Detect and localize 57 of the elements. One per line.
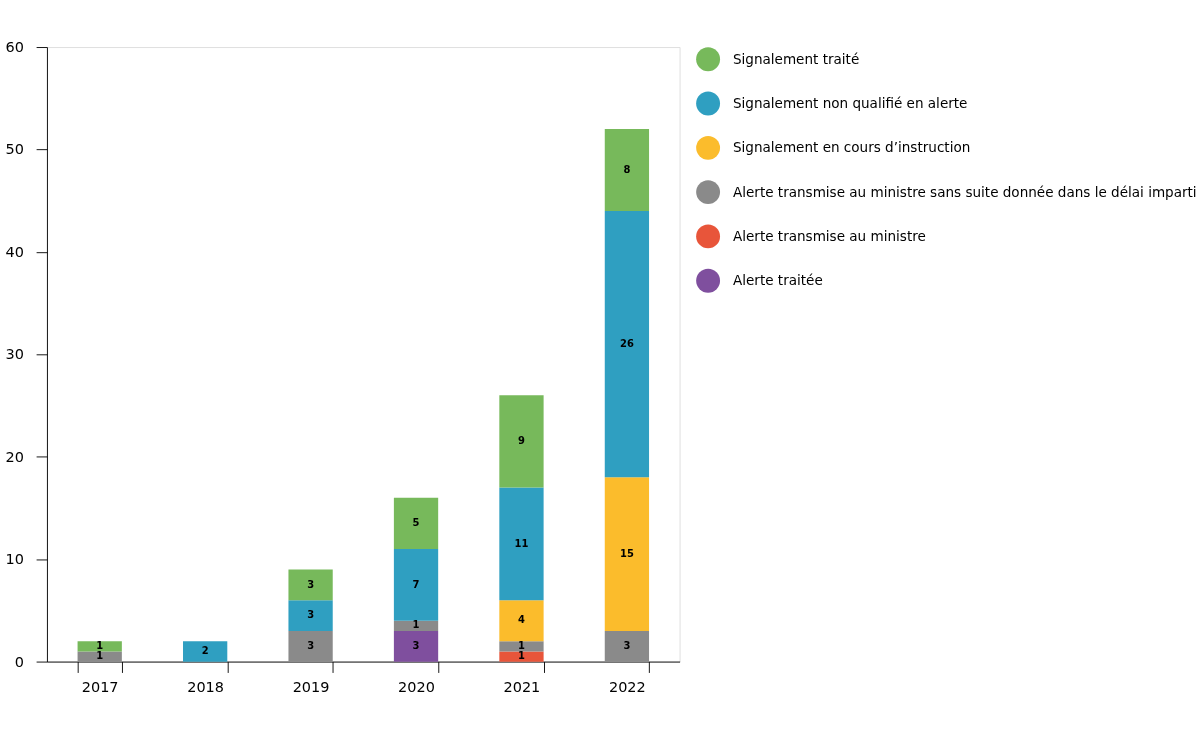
x-tick-label: 2021 — [503, 678, 541, 695]
bar — [393, 548, 439, 621]
legend-label: Signalement non qualifié en alerte — [732, 95, 968, 112]
bar — [288, 600, 333, 631]
data-label: 15 — [619, 547, 634, 559]
data-label: 1 — [96, 650, 104, 662]
data-label: 5 — [412, 517, 420, 529]
data-label: 7 — [412, 578, 420, 590]
y-tick-label: 30 — [5, 346, 24, 363]
data-label: 1 — [518, 650, 526, 662]
x-tick-label: 2022 — [608, 678, 646, 695]
bar — [77, 641, 122, 652]
bar — [604, 210, 650, 478]
data-label: 1 — [518, 639, 526, 651]
bar — [499, 487, 544, 601]
bar — [499, 600, 544, 642]
data-label: 1 — [96, 639, 104, 651]
bar — [393, 497, 439, 549]
data-label: 9 — [518, 435, 526, 447]
data-label: 3 — [623, 639, 631, 651]
legend-label: Alerte traitée — [732, 272, 823, 289]
data-label: 3 — [307, 578, 315, 590]
x-tick-label: 2020 — [398, 678, 435, 695]
bar — [183, 641, 228, 662]
bar — [604, 129, 650, 211]
data-label: 3 — [307, 639, 315, 651]
legend-label: Signalement traité — [732, 50, 860, 67]
bar — [499, 641, 544, 652]
legend-label: Signalement en cours d’instruction — [732, 139, 971, 156]
legend-label: Alerte transmise au ministre sans suite donnée dans le délai imparti — [732, 183, 1197, 200]
data-label: 26 — [619, 337, 634, 349]
data-label: 1 — [412, 619, 420, 631]
bar — [499, 395, 544, 488]
bar — [604, 477, 650, 631]
data-label: 4 — [518, 614, 526, 626]
x-tick-label: 2019 — [292, 678, 330, 695]
data-label: 11 — [514, 537, 529, 549]
y-tick-label: 40 — [5, 243, 24, 260]
y-tick-label: 10 — [5, 551, 24, 568]
x-tick-label: 2018 — [187, 678, 224, 695]
data-label: 3 — [307, 609, 315, 621]
legend-label: Alerte transmise au ministre — [732, 227, 926, 244]
data-label: 3 — [412, 639, 420, 651]
data-label: 2 — [201, 645, 209, 657]
bar — [393, 620, 439, 631]
y-tick-label: 20 — [5, 448, 24, 465]
bar — [288, 630, 333, 662]
y-tick-label: 50 — [5, 141, 24, 158]
y-tick-label: 60 — [5, 39, 24, 56]
bar — [499, 651, 544, 662]
x-tick-label: 2017 — [81, 678, 119, 695]
bar — [288, 569, 333, 601]
y-tick-label: 0 — [14, 653, 24, 670]
bar — [393, 630, 439, 662]
bar — [77, 651, 122, 662]
data-label: 8 — [623, 163, 631, 175]
bar — [604, 630, 650, 662]
